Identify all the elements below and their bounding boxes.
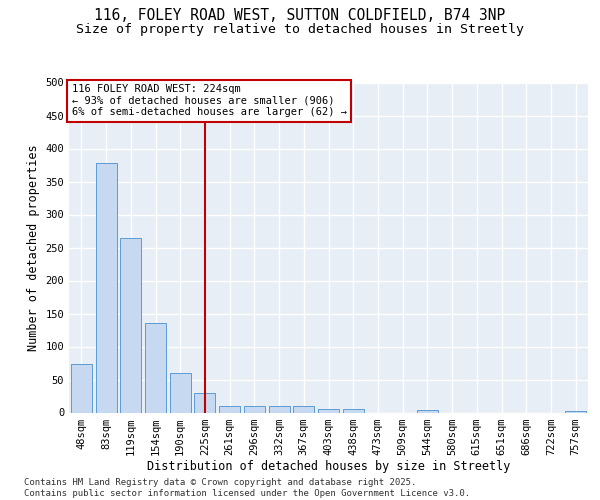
- Bar: [194, 392, 215, 412]
- Bar: [318, 409, 339, 412]
- Bar: [244, 406, 265, 412]
- Y-axis label: Number of detached properties: Number of detached properties: [27, 144, 40, 351]
- Text: 116 FOLEY ROAD WEST: 224sqm
← 93% of detached houses are smaller (906)
6% of sem: 116 FOLEY ROAD WEST: 224sqm ← 93% of det…: [71, 84, 347, 117]
- Bar: [293, 406, 314, 412]
- Bar: [95, 163, 116, 412]
- Bar: [145, 324, 166, 412]
- Bar: [565, 410, 586, 412]
- Bar: [170, 373, 191, 412]
- Bar: [417, 410, 438, 412]
- X-axis label: Distribution of detached houses by size in Streetly: Distribution of detached houses by size …: [147, 460, 510, 473]
- Bar: [269, 406, 290, 412]
- Text: Contains HM Land Registry data © Crown copyright and database right 2025.
Contai: Contains HM Land Registry data © Crown c…: [24, 478, 470, 498]
- Text: Size of property relative to detached houses in Streetly: Size of property relative to detached ho…: [76, 22, 524, 36]
- Bar: [343, 409, 364, 412]
- Text: 116, FOLEY ROAD WEST, SUTTON COLDFIELD, B74 3NP: 116, FOLEY ROAD WEST, SUTTON COLDFIELD, …: [94, 8, 506, 22]
- Bar: [71, 364, 92, 412]
- Bar: [120, 238, 141, 412]
- Bar: [219, 406, 240, 412]
